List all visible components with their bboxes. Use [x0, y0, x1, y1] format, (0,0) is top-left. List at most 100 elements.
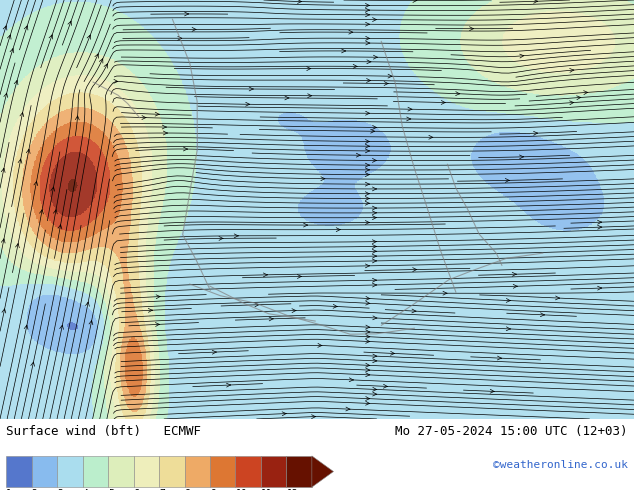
FancyArrowPatch shape	[555, 296, 560, 300]
FancyArrowPatch shape	[285, 96, 289, 100]
Text: 4: 4	[82, 489, 89, 490]
Text: Surface wind (bft)   ECMWF: Surface wind (bft) ECMWF	[6, 425, 202, 438]
FancyArrowPatch shape	[219, 237, 223, 241]
FancyArrowPatch shape	[15, 244, 19, 248]
Text: 2: 2	[32, 489, 37, 490]
Bar	[184, 456, 210, 487]
FancyArrowPatch shape	[372, 187, 377, 191]
FancyArrowPatch shape	[413, 0, 417, 2]
FancyArrowPatch shape	[366, 41, 370, 45]
FancyArrowPatch shape	[519, 155, 524, 159]
FancyArrowPatch shape	[365, 201, 370, 205]
FancyArrowPatch shape	[366, 301, 370, 305]
FancyArrowPatch shape	[408, 107, 412, 111]
FancyArrowPatch shape	[349, 378, 353, 382]
FancyArrow shape	[312, 456, 333, 487]
FancyArrowPatch shape	[371, 129, 375, 133]
FancyArrowPatch shape	[10, 49, 14, 53]
FancyArrowPatch shape	[372, 216, 377, 220]
FancyArrowPatch shape	[269, 317, 273, 321]
FancyArrowPatch shape	[412, 309, 416, 313]
FancyArrowPatch shape	[86, 302, 89, 306]
FancyArrowPatch shape	[456, 92, 460, 96]
FancyArrowPatch shape	[373, 354, 377, 358]
FancyArrowPatch shape	[192, 27, 196, 31]
FancyArrowPatch shape	[366, 330, 370, 334]
FancyArrowPatch shape	[142, 116, 146, 120]
FancyArrowPatch shape	[597, 220, 602, 224]
FancyArrowPatch shape	[384, 384, 387, 388]
FancyArrowPatch shape	[366, 396, 370, 400]
FancyArrowPatch shape	[307, 67, 311, 71]
FancyArrowPatch shape	[164, 131, 167, 135]
FancyArrowPatch shape	[155, 322, 160, 326]
Bar	[134, 456, 159, 487]
FancyArrowPatch shape	[49, 35, 53, 39]
Bar	[57, 456, 82, 487]
FancyArrowPatch shape	[365, 264, 370, 268]
FancyArrowPatch shape	[505, 178, 509, 182]
FancyArrowPatch shape	[372, 158, 377, 162]
FancyArrowPatch shape	[24, 26, 28, 30]
Text: 11: 11	[261, 489, 273, 490]
FancyArrowPatch shape	[365, 196, 370, 200]
FancyArrowPatch shape	[365, 182, 370, 186]
FancyArrowPatch shape	[24, 325, 28, 329]
FancyArrowPatch shape	[346, 407, 350, 411]
FancyArrowPatch shape	[318, 343, 322, 347]
FancyArrowPatch shape	[372, 283, 377, 287]
Text: Mo 27-05-2024 15:00 UTC (12+03): Mo 27-05-2024 15:00 UTC (12+03)	[395, 425, 628, 438]
FancyArrowPatch shape	[18, 159, 22, 163]
FancyArrowPatch shape	[155, 112, 159, 116]
Text: 3: 3	[57, 489, 63, 490]
FancyArrowPatch shape	[20, 113, 23, 117]
FancyArrowPatch shape	[212, 350, 216, 354]
FancyArrowPatch shape	[292, 309, 296, 313]
FancyArrowPatch shape	[506, 298, 510, 302]
Text: ©weatheronline.co.uk: ©weatheronline.co.uk	[493, 460, 628, 470]
FancyArrowPatch shape	[234, 234, 238, 238]
FancyArrowPatch shape	[1, 168, 5, 172]
Bar	[210, 456, 235, 487]
Text: 6: 6	[134, 489, 139, 490]
FancyArrowPatch shape	[297, 274, 302, 278]
FancyArrowPatch shape	[520, 54, 524, 58]
FancyArrowPatch shape	[8, 35, 11, 39]
FancyArrowPatch shape	[372, 211, 377, 215]
FancyArrowPatch shape	[51, 187, 55, 191]
FancyArrowPatch shape	[3, 26, 7, 30]
FancyArrowPatch shape	[14, 80, 18, 85]
Text: 10: 10	[235, 489, 247, 490]
FancyArrowPatch shape	[4, 93, 8, 98]
FancyArrowPatch shape	[27, 149, 30, 153]
FancyArrowPatch shape	[406, 117, 411, 121]
FancyArrowPatch shape	[113, 79, 118, 83]
FancyArrowPatch shape	[321, 177, 325, 181]
Text: 5: 5	[108, 489, 114, 490]
FancyArrowPatch shape	[366, 111, 370, 115]
FancyArrowPatch shape	[373, 392, 377, 396]
FancyArrowPatch shape	[372, 206, 377, 210]
FancyArrowPatch shape	[373, 18, 377, 22]
FancyArrowPatch shape	[391, 351, 394, 355]
FancyArrowPatch shape	[372, 240, 377, 244]
FancyArrowPatch shape	[366, 340, 370, 343]
FancyArrowPatch shape	[104, 64, 108, 68]
FancyArrowPatch shape	[68, 21, 72, 25]
FancyArrowPatch shape	[34, 181, 38, 186]
FancyArrowPatch shape	[598, 225, 602, 229]
FancyArrowPatch shape	[100, 59, 103, 63]
FancyArrowPatch shape	[365, 172, 370, 176]
Text: 1: 1	[6, 489, 12, 490]
Bar	[108, 456, 134, 487]
FancyArrowPatch shape	[304, 223, 307, 227]
FancyArrowPatch shape	[366, 296, 370, 300]
FancyArrowPatch shape	[365, 13, 370, 17]
FancyArrowPatch shape	[183, 147, 188, 151]
FancyArrowPatch shape	[365, 3, 370, 7]
Bar	[32, 456, 57, 487]
FancyArrowPatch shape	[373, 125, 377, 129]
FancyArrowPatch shape	[2, 309, 6, 313]
FancyArrowPatch shape	[353, 64, 357, 68]
FancyArrowPatch shape	[373, 55, 377, 59]
